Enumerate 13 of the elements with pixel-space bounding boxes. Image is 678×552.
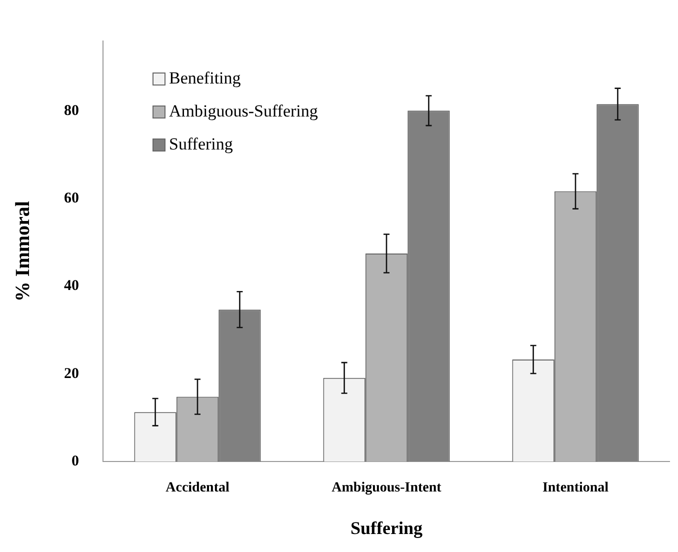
legend-label: Ambiguous-Suffering [169, 101, 318, 120]
legend-label: Suffering [169, 134, 234, 154]
y-tick-label: 80 [64, 102, 79, 119]
x-tick-label: Intentional [542, 480, 609, 496]
y-tick-label: 0 [72, 453, 79, 470]
legend-label: Benefiting [169, 68, 242, 88]
x-tick-label: Ambiguous-Intent [332, 480, 442, 496]
y-tick-label: 60 [64, 190, 79, 207]
y-tick-label: 20 [64, 366, 79, 382]
y-axis-title: % Immoral [12, 200, 34, 302]
y-tick-label: 40 [64, 278, 79, 294]
x-axis-title: Suffering [350, 518, 422, 538]
x-tick-label: Accidental [166, 480, 230, 496]
